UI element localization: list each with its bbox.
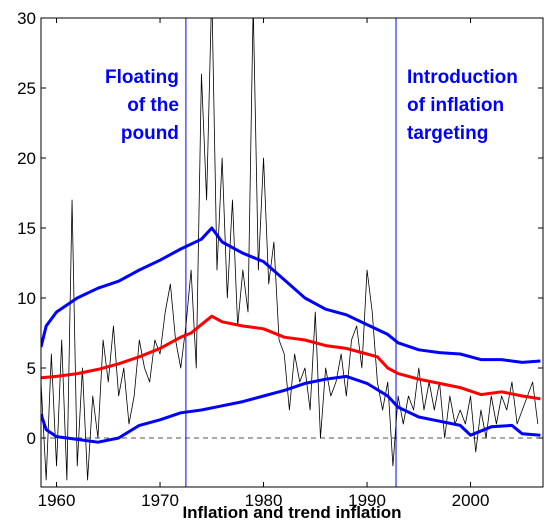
y-tick-label: 0 [27,429,36,448]
series-line [41,314,541,401]
axes-frame [40,17,544,488]
y-tick-label: 5 [27,359,36,378]
annotation: Floating [105,67,179,88]
y-tick-label: 20 [17,149,36,168]
y-tick-label: 10 [17,289,36,308]
annotation: of the [127,95,179,116]
plot-area [41,18,543,487]
x-tick-label: 1970 [141,491,179,510]
annotation: Introduction [407,67,518,88]
x-tick-label: 2000 [452,491,490,510]
annotation: pound [121,123,179,144]
y-tick-label: 15 [17,219,36,238]
series-line [41,374,541,444]
x-tick-label: 1960 [38,491,76,510]
y-tick-label: 30 [17,9,36,28]
annotation: of inflation [407,95,504,116]
x-tick-label: 1980 [245,491,283,510]
x-tick-label: 1990 [348,491,386,510]
annotation: targeting [407,123,488,144]
series-line [41,226,541,364]
x-axis-label: Inflation and trend inflation [182,503,401,522]
y-tick-label: 25 [17,79,36,98]
